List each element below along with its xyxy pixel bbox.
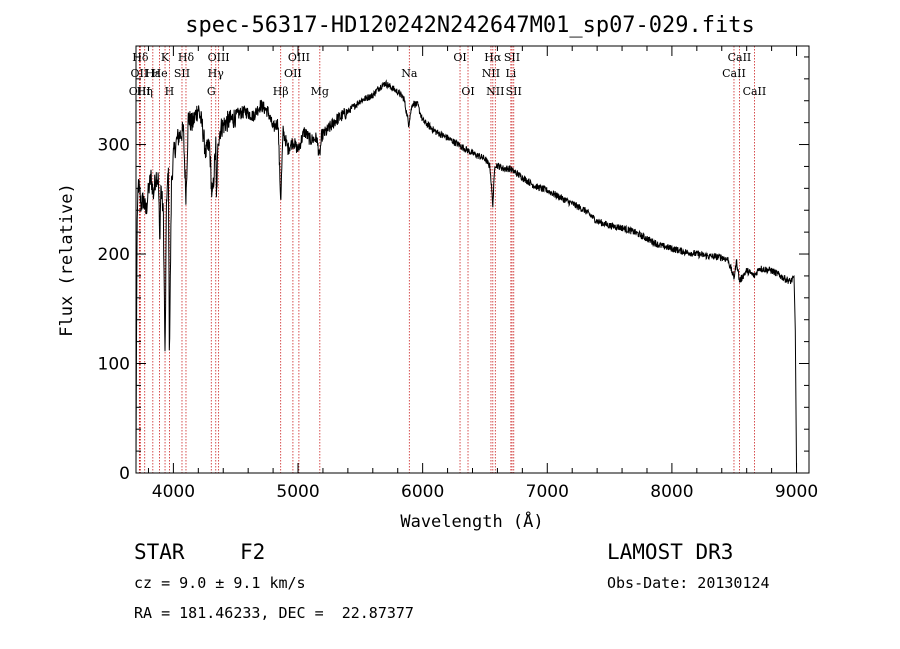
spectral-line-label: NII [482, 67, 500, 80]
spectral-line-label: CaII [743, 85, 767, 98]
x-tick-label: 5000 [276, 482, 319, 502]
spectral-line-label: Hη [137, 85, 153, 98]
spectral-line-label: OIII [129, 85, 151, 98]
spectral-line-label: SII [506, 85, 522, 98]
x-tick-label: 9000 [775, 482, 818, 502]
spectral-line-label: OI [453, 51, 466, 64]
velocity-readout: cz = 9.0 ± 9.1 km/s [134, 574, 306, 592]
x-tick-label: 8000 [650, 482, 693, 502]
obs-date: Obs-Date: 20130124 [607, 574, 770, 592]
spectral-line-label: OI [461, 85, 474, 98]
coordinates: RA = 181.46233, DEC = 22.87377 [134, 604, 414, 622]
spectral-line-label: Hα [484, 51, 502, 64]
spectral-line-label: Hδ [132, 51, 149, 64]
spectral-line-labels: Hδ OII OIII Hε Hη K He SII H Hδ OIII Hγ G OIII OII Hβ Mg… [129, 51, 767, 98]
spectral-line-label: OIII [208, 51, 230, 64]
axis-tick-labels: 4000 5000 6000 7000 8000 9000 0 100 200 300 [98, 136, 819, 502]
spectral-line-label: Hβ [273, 85, 289, 98]
spectral-line-label: Li [505, 67, 516, 80]
spectral-line-label: Na [401, 67, 418, 80]
spectral-line-label: SII [504, 51, 520, 64]
spectral-line-label: Hε [145, 67, 161, 80]
spectral-line-label: Mg [311, 85, 329, 98]
axis-ticks [136, 46, 809, 474]
survey-label: LAMOST DR3 [607, 540, 734, 564]
spectral-line-label: He [152, 67, 168, 80]
spectral-line-label: NII [486, 85, 504, 98]
x-tick-label: 7000 [526, 482, 569, 502]
spectral-line-label: SII [174, 67, 190, 80]
x-axis-label: Wavelength (Å) [400, 510, 543, 532]
y-tick-label: 100 [98, 355, 130, 375]
spectral-line-label: Hδ [178, 51, 195, 64]
chart-title: spec-56317-HD120242N242647M01_sp07-029.f… [185, 13, 755, 38]
y-tick-label: 200 [98, 245, 130, 265]
spectral-line-label: OII [131, 67, 149, 80]
y-tick-label: 300 [98, 136, 130, 156]
spectral-line-markers [138, 46, 755, 473]
x-tick-label: 6000 [401, 482, 444, 502]
spectral-line-label: K [161, 51, 170, 64]
spectral-line-label: CaII [722, 67, 746, 80]
spectral-line-label: CaII [728, 51, 752, 64]
spectral-line-label: H [165, 85, 175, 98]
y-tick-label: 0 [119, 464, 130, 484]
spectrum-series [135, 79, 797, 468]
spectral-line-label: OIII [288, 51, 310, 64]
spectral-line-label: OII [284, 67, 302, 80]
object-subclass: F2 [240, 540, 266, 564]
spectral-line-label: G [207, 85, 216, 98]
spectral-line-label: Hγ [208, 67, 225, 80]
object-class: STAR [134, 540, 185, 564]
x-tick-label: 4000 [152, 482, 195, 502]
spectrum-line [135, 79, 797, 468]
y-axis-label: Flux (relative) [57, 183, 77, 337]
